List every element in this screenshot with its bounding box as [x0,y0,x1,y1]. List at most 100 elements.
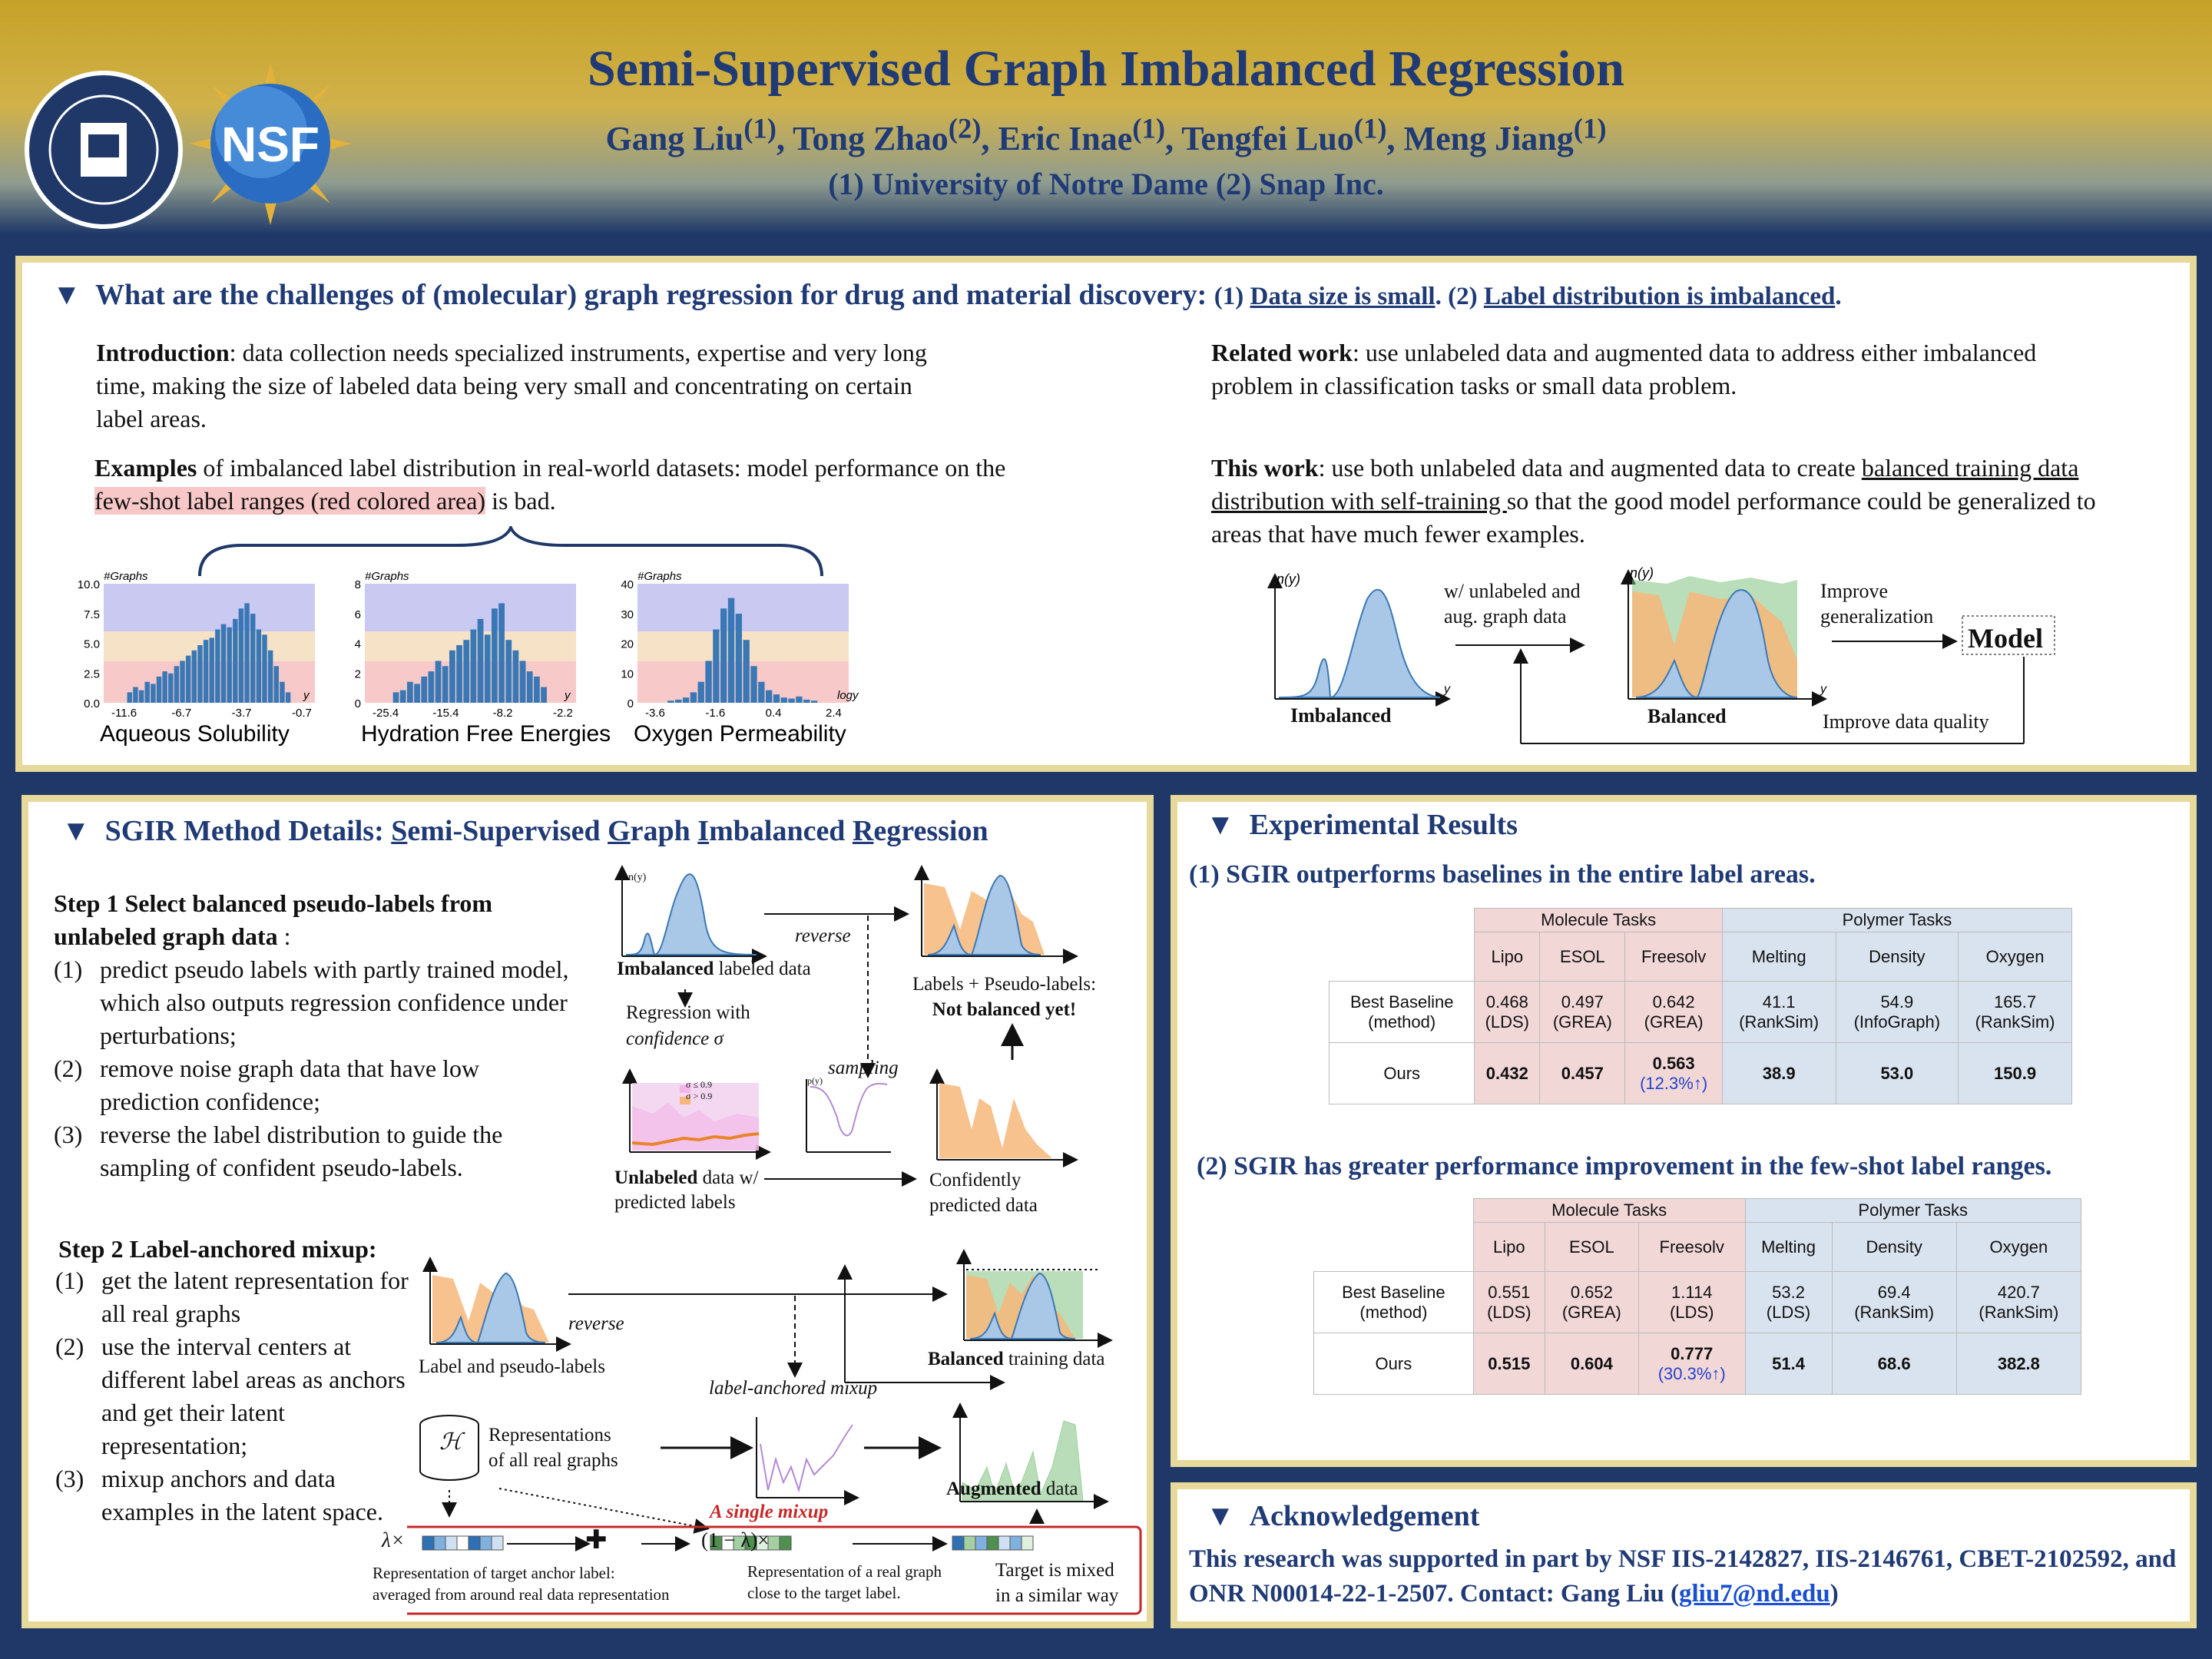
intro-text: Introduction: data collection needs spec… [96,339,927,432]
histogram-bar [238,608,244,703]
vector-cell [998,1535,1011,1551]
step2-title: Step 2 Label-anchored mixup: [58,1235,377,1263]
vector-cell [445,1535,458,1551]
x-tick-label: -6.7 [171,707,191,720]
histogram-bar [750,666,757,703]
histogram-bar [713,629,720,703]
histogram-bar [203,640,209,703]
table-cell: 0.515 [1472,1333,1545,1395]
column-header: Density [1831,1222,1957,1272]
table-cell: 0.777 (30.3%↑) [1637,1333,1746,1395]
table-cell: 0.642 (GREA) [1624,981,1723,1043]
histogram-bar [151,684,156,703]
column-header: Lipo [1472,1222,1545,1272]
one-minus-lambda-label: (1 − λ)× [701,1528,770,1551]
nsf-logo: NSF [190,63,352,225]
row-label: Ours [1313,1333,1474,1395]
histogram-bar [285,692,291,703]
histogram-bar [788,698,795,703]
self-training-diagram: n(y) y n(y) y [1267,565,2055,744]
target-mixed-caption: Target is mixed in a similar way [995,1560,1119,1606]
y-axis-label: #Graphs [637,570,682,583]
histogram-bar [705,661,712,703]
vector-cell [1009,1535,1022,1551]
augmented-data-caption: Augmented data [946,1479,1078,1499]
vector-cell [952,1535,965,1551]
method-heading: ▼ SGIR Method Details: Semi-Supervised G… [61,815,988,847]
histogram-title: Hydration Free Energies [361,721,611,747]
histogram-bar [156,676,162,703]
vector-cell [767,1535,780,1551]
results-table-2: Molecule Tasks Polymer Tasks Lipo ESOL Frees… [1313,1198,2082,1395]
vector-cell [986,1535,999,1551]
table-cell: 41.1 (RankSim) [1721,981,1836,1043]
table-cell: 382.8 [1955,1333,2082,1395]
histogram-bar [162,671,167,703]
histogram-bar [810,700,818,703]
svg-text:n(y): n(y) [1277,571,1300,587]
row-label: Best Baseline (method) [1328,981,1475,1043]
vector-cell [779,1535,792,1551]
histogram-bar [449,650,455,703]
table-cell: 53.2 (LDS) [1744,1271,1833,1333]
legend-high-sigma: σ > 0.9 [686,1091,713,1101]
collapse-triangle-icon[interactable]: ▼ [1206,1500,1235,1532]
histogram-bar [138,690,144,703]
results-heading: ▼ Experimental Results [1206,809,1518,841]
contact-email-link[interactable]: gliu7@nd.edu [1678,1580,1830,1608]
x-tick-label: 2.4 [826,707,842,720]
vector-cell [422,1535,435,1551]
group-header: Molecule Tasks [1472,1198,1746,1223]
table-cell: 150.9 [1958,1042,2072,1104]
histogram-bar [727,598,735,703]
histogram-bar [435,661,442,703]
x-tick-label: 0.4 [766,707,782,720]
balanced-label: Balanced [1647,705,1727,727]
histogram-bar [185,655,191,703]
histogram-title: Aqueous Solubility [100,721,290,747]
histogram-bar [392,692,399,703]
authors: Gang Liu(1), Tong Zhao(2), Eric Inae(1),… [605,112,1607,157]
column-header: ESOL [1544,1222,1639,1272]
list-item: (2) remove noise graph data that have low… [54,1052,576,1118]
x-axis-label: logy [837,689,859,702]
vector-cell [1021,1535,1034,1551]
table-cell: 1.114 (LDS) [1637,1271,1746,1333]
column-header: Oxygen [1955,1222,2082,1272]
table-cell: 0.432 [1474,1042,1541,1104]
regression-confidence-label: Regression with confidence σ [626,1002,750,1049]
collapse-triangle-icon[interactable]: ▼ [1206,809,1235,841]
table-cell: 53.0 [1835,1042,1959,1104]
x-axis-label: y [303,689,310,702]
list-text: predict pseudo labels with partly traine… [100,955,569,1049]
histogram-bar [675,699,682,703]
table-cell: 165.7 (RankSim) [1958,981,2072,1043]
histogram-bar [407,681,413,703]
confident-predicted-label: Confidently predicted data [929,1170,1038,1216]
unlabeled-aug-label: w/ unlabeled and aug. graph data [1444,580,1581,628]
svg-text:y: y [1820,683,1827,696]
list-number: (2) [54,1055,83,1082]
list-number: (1) [54,955,83,983]
histogram-bar [133,687,138,703]
histogram-bar [720,608,727,703]
group-header: Polymer Tasks [1721,908,2073,932]
list-item: (1) get the latent representation for all… [55,1264,432,1330]
collapse-triangle-icon[interactable]: ▼ [52,279,81,311]
column-header: Freesolv [1637,1222,1746,1272]
histogram-bar [215,629,220,703]
histogram-1: 8 6 4 2 0 -25.4 -15.4 -8.2 -2.2 #Graphs y Hydration… [355,570,611,747]
collapse-triangle-icon[interactable]: ▼ [61,815,91,847]
histogram-bar [428,671,435,703]
histogram-bar [197,644,203,703]
svg-text:y: y [1443,683,1451,696]
list-text: mixup anchors and data examples in the l… [101,1465,383,1525]
histogram-bar [280,681,285,703]
histogram-bar [267,650,273,703]
row-label: Ours [1328,1042,1475,1104]
lambda-label: λ× [382,1528,405,1551]
x-tick-label: -8.2 [493,707,513,720]
histogram-2: 40 30 20 10 0 -3.6 -1.6 0.4 2.4 #Graphs logy Oxygen… [621,570,859,747]
results-table-1: Molecule Tasks Polymer Tasks Lipo ESOL Frees… [1328,908,2073,1104]
table-cell: 420.7 (RankSim) [1955,1271,2082,1333]
